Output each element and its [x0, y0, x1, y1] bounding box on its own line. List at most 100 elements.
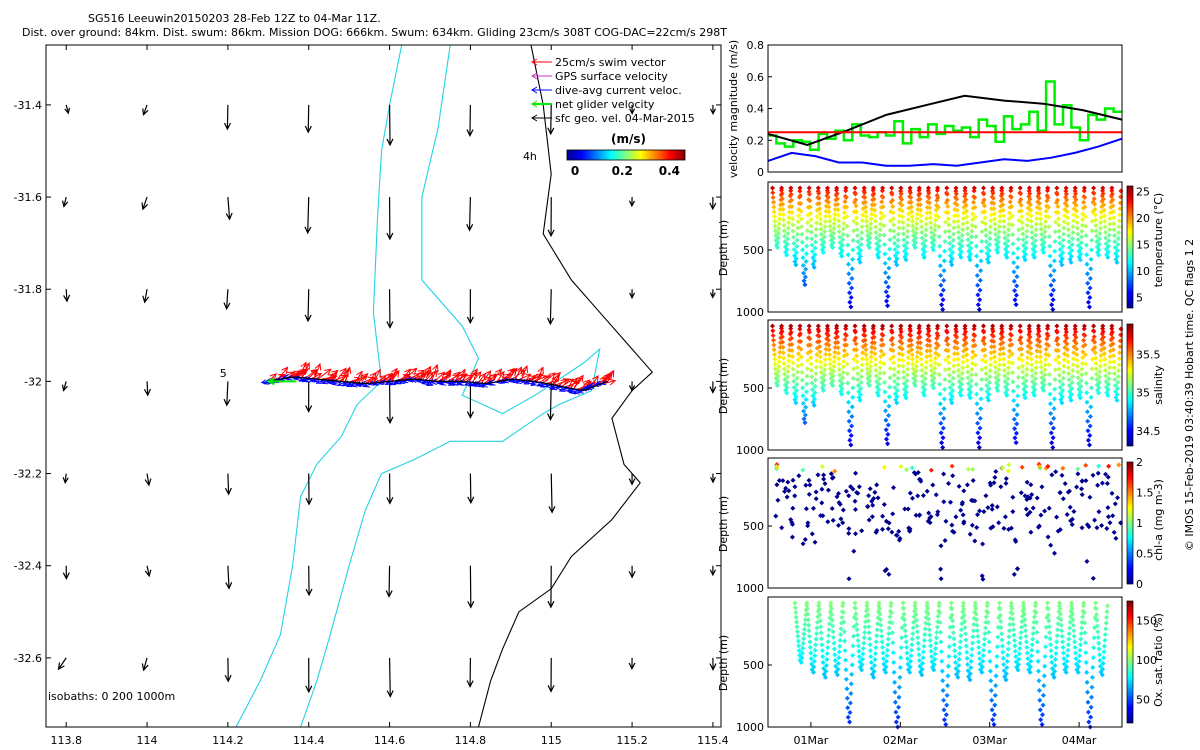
profile-point — [828, 471, 834, 477]
profile-point — [991, 201, 997, 206]
profile-point — [923, 365, 929, 371]
profile-point — [1099, 672, 1105, 678]
profile-point — [1084, 669, 1090, 675]
profile-point — [837, 372, 843, 378]
profile-point — [910, 495, 915, 501]
profile-point — [1028, 218, 1034, 224]
profile-point — [889, 185, 895, 191]
profile-point — [906, 211, 912, 217]
profile-point — [1057, 385, 1063, 390]
colorbar-tick-label: 35 — [1136, 387, 1150, 400]
profile-point — [813, 233, 819, 239]
profile-point — [1100, 323, 1106, 329]
profile-point — [859, 368, 865, 374]
profile-point — [1071, 628, 1077, 634]
profile-point — [1045, 600, 1050, 606]
profile-point — [770, 323, 775, 329]
profile-point — [784, 252, 790, 258]
profile-point — [951, 225, 957, 231]
profile-point — [1012, 435, 1018, 441]
profile-point — [999, 329, 1005, 335]
profile-point — [806, 323, 812, 329]
profile-point — [857, 397, 863, 403]
profile-point — [1012, 288, 1018, 294]
profile-point — [782, 371, 788, 377]
profile-point — [1011, 632, 1017, 638]
profile-point — [1083, 371, 1089, 377]
profile-point — [1101, 643, 1107, 649]
profile-point — [1090, 472, 1096, 478]
profile-point — [881, 464, 887, 470]
profile-point — [872, 213, 878, 219]
profile-point — [992, 359, 998, 365]
profile-point — [893, 709, 899, 715]
profile-point — [1116, 362, 1122, 368]
profile-point — [1102, 229, 1108, 235]
profile-point — [925, 323, 931, 329]
profile-point — [943, 357, 949, 363]
profile-point — [796, 648, 802, 654]
profile-point — [896, 684, 902, 690]
profile-point — [780, 201, 786, 207]
profile-point — [914, 221, 920, 227]
profile-point — [902, 628, 908, 634]
profile-point — [924, 210, 930, 216]
profile-point — [944, 702, 950, 708]
profile-point — [890, 650, 896, 656]
profile-point — [953, 191, 959, 197]
profile-point — [835, 350, 841, 356]
profile-point — [880, 332, 886, 338]
profile-point — [866, 383, 872, 388]
profile-point — [927, 210, 933, 216]
sfc-velocity-arrow — [466, 381, 474, 419]
profile-point — [847, 437, 853, 443]
profile-point — [1000, 207, 1006, 213]
swim-vector — [403, 367, 418, 381]
profile-point — [1077, 642, 1083, 648]
profile-point — [1048, 292, 1054, 298]
profile-point — [977, 297, 983, 303]
profile-point — [1038, 354, 1043, 360]
profile-point — [808, 348, 813, 354]
profile-point — [1085, 699, 1091, 705]
profile-point — [973, 224, 979, 230]
profile-point — [892, 247, 898, 252]
profile-point — [938, 282, 944, 288]
profile-point — [871, 674, 877, 680]
profile-point — [895, 369, 901, 375]
profile-point — [880, 185, 886, 191]
provenance-note: © IMOS 15-Feb-2019 03:40:39 Hobart time.… — [1183, 239, 1196, 551]
profile-point — [872, 207, 878, 213]
swim-vector — [561, 378, 575, 387]
profile-point — [968, 665, 974, 671]
profile-point — [889, 191, 895, 197]
profile-point — [1081, 600, 1087, 606]
profile-point — [933, 345, 939, 351]
profile-point — [1033, 365, 1039, 371]
profile-point — [986, 259, 991, 265]
profile-point — [795, 225, 801, 231]
profile-point — [1027, 191, 1033, 197]
profile-point — [1046, 224, 1052, 230]
map-xtick-label: 114.4 — [293, 734, 325, 747]
profile-point — [909, 642, 915, 648]
colorbar-tick-label: 0.2 — [612, 164, 633, 178]
profile-point — [862, 195, 868, 200]
profile-point — [840, 364, 846, 370]
profile-point — [871, 196, 877, 202]
swim-vector — [400, 368, 412, 381]
profile-point — [895, 237, 901, 243]
profile-point — [870, 502, 876, 508]
profile-point — [1066, 233, 1072, 239]
profile-point — [1051, 396, 1057, 402]
profile-point — [963, 197, 969, 202]
profile-point — [1027, 329, 1033, 335]
profile-point — [844, 686, 850, 692]
profile-point — [1009, 342, 1015, 348]
profile-point — [1027, 202, 1033, 208]
profile-point — [996, 229, 1002, 235]
profile-point — [850, 394, 856, 400]
profile-point — [873, 645, 879, 651]
profile-point — [1107, 227, 1112, 233]
profile-point — [1072, 639, 1078, 645]
